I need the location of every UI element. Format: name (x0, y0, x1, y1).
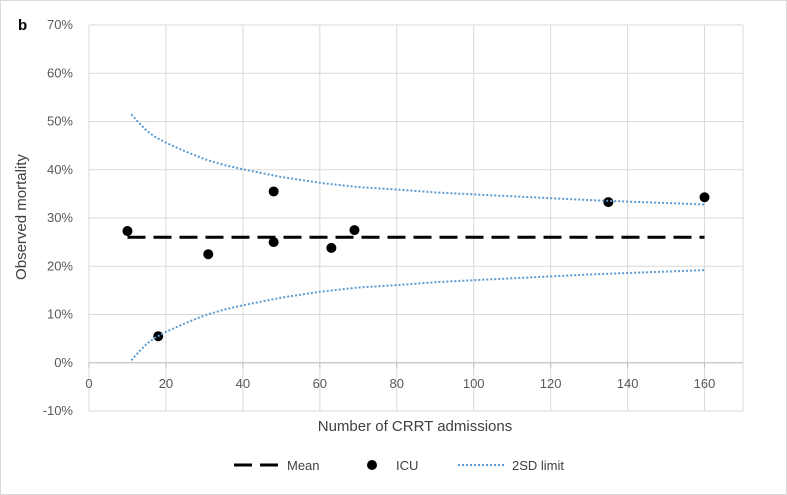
icu-point (268, 186, 279, 197)
icu-point (203, 249, 214, 260)
panel-label: b (18, 17, 27, 34)
x-tick-label: 100 (463, 376, 485, 391)
y-tick-label: -10% (43, 403, 74, 418)
y-tick-label: 60% (47, 65, 73, 80)
y-tick-label: 50% (47, 114, 73, 129)
y-tick-label: 20% (47, 258, 73, 273)
x-tick-label: 0 (85, 376, 92, 391)
gridlines (88, 24, 744, 412)
icu-point (603, 197, 614, 208)
legend-label-icu: ICU (396, 458, 418, 473)
icu-point (326, 242, 337, 253)
data-series (122, 113, 710, 361)
icu-point (268, 237, 279, 248)
legend-swatch-icu (367, 460, 377, 470)
legend-label-2sd-limit: 2SD limit (512, 458, 564, 473)
legend: Mean ICU 2SD limit (234, 458, 564, 473)
icu-point (122, 226, 133, 237)
x-tick-label: 80 (390, 376, 404, 391)
x-tick-label: 20 (159, 376, 173, 391)
x-tick-label: 120 (540, 376, 562, 391)
2sd-limit-lower-line (130, 269, 705, 361)
2sd-limit-line (130, 113, 705, 206)
x-axis-title: Number of CRRT admissions (318, 418, 513, 435)
x-tick-label: 60 (313, 376, 327, 391)
icu-point (349, 225, 360, 236)
y-tick-label: 0% (54, 355, 73, 370)
y-tick-label: 30% (47, 210, 73, 225)
y-tick-label: 10% (47, 307, 73, 322)
y-tick-label: 70% (47, 17, 73, 32)
x-tick-label: 40 (236, 376, 250, 391)
x-tick-label: 140 (617, 376, 639, 391)
y-axis-title: Observed mortality (13, 154, 30, 280)
legend-label-mean: Mean (287, 458, 320, 473)
axes: -10% 0% 10% 20% 30% 40% 50% 60% 70% 0 20 40 60 80 100 1… (43, 17, 743, 418)
x-tick-label: 160 (694, 376, 716, 391)
y-tick-label: 40% (47, 162, 73, 177)
icu-point (699, 192, 710, 203)
